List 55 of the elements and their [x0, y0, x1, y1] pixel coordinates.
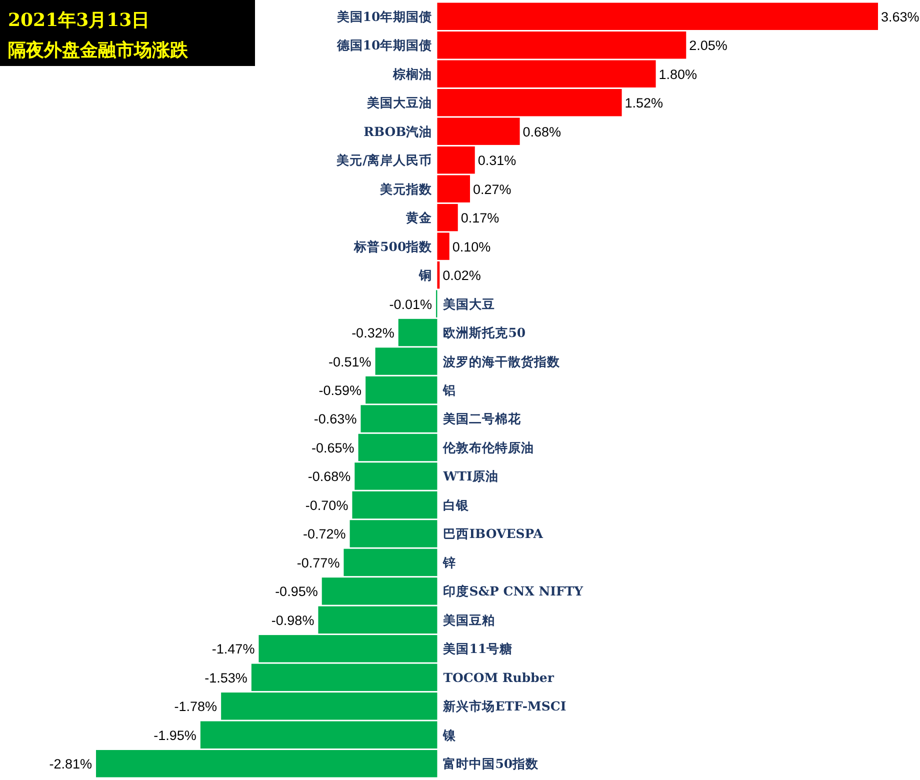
y-tick-label: 欧洲斯托克50 — [443, 325, 526, 340]
data-label: -0.95% — [275, 584, 318, 600]
y-tick-label: RBOB汽油 — [364, 124, 432, 139]
y-tick-label: TOCOM Rubber — [443, 670, 554, 685]
y-tick-label: 白银 — [443, 497, 470, 512]
data-label: -0.77% — [296, 555, 340, 570]
data-label: -0.63% — [314, 412, 357, 427]
y-tick-label: 巴西IBOVESPA — [443, 526, 544, 542]
y-tick-label: 美元/离岸人民币 — [336, 152, 432, 168]
data-label: -0.70% — [305, 498, 348, 513]
y-tick-label: WTI原油 — [442, 468, 498, 484]
y-tick-label: 标普500指数 — [353, 238, 434, 254]
y-tick-label: 美国11号糖 — [442, 641, 513, 656]
data-label: -1.53% — [204, 670, 248, 686]
data-label: 3.63% — [881, 9, 920, 24]
data-label: 0.10% — [452, 239, 491, 254]
data-label: -1.95% — [154, 728, 196, 743]
y-tick-label: 棕榈油 — [392, 66, 432, 82]
data-label: 2.05% — [689, 38, 728, 54]
data-label: 1.80% — [658, 66, 698, 82]
data-label: -0.01% — [389, 296, 432, 312]
y-tick-label: 铝 — [442, 382, 456, 398]
data-label: -0.65% — [312, 440, 354, 456]
y-tick-label: 黄金 — [405, 210, 432, 226]
y-tick-label: 富时中国50指数 — [443, 756, 540, 772]
data-label: -0.72% — [303, 526, 346, 542]
data-label: 1.52% — [624, 96, 664, 111]
y-tick-label: 锌 — [442, 554, 456, 570]
data-label: -0.32% — [352, 326, 394, 341]
data-label: -0.51% — [328, 354, 372, 370]
data-label: -0.98% — [271, 612, 314, 628]
data-label: 0.68% — [522, 124, 562, 140]
y-tick-label: 德国10年期国债 — [336, 38, 432, 53]
data-label: -0.59% — [318, 383, 362, 398]
y-tick-label: 镍 — [442, 727, 458, 742]
title-box: 2021年3月13日 隔夜外盘金融市场涨跌 — [0, 0, 255, 66]
data-label: -1.47% — [212, 642, 255, 657]
y-tick-label: 伦敦布伦特原油 — [442, 440, 534, 455]
data-label: -2.81% — [49, 756, 92, 772]
y-tick-label: 美国大豆 — [442, 296, 496, 312]
data-label: 0.02% — [442, 268, 481, 284]
y-tick-label: 铜 — [418, 268, 432, 283]
y-tick-label: 美国大豆油 — [366, 95, 432, 110]
y-tick-label: 美国二号棉花 — [442, 411, 522, 426]
data-label: 0.27% — [473, 182, 512, 197]
y-tick-label: 美国10年期国债 — [336, 8, 432, 24]
y-tick-label: 美国豆粕 — [442, 612, 496, 628]
data-label: 0.31% — [478, 153, 516, 168]
y-tick-label: 新兴市场ETF-MSCI — [442, 698, 566, 714]
y-tick-label: 印度S&P CNX NIFTY — [443, 584, 584, 599]
data-label: 0.17% — [460, 210, 500, 226]
data-label: -1.78% — [174, 699, 218, 714]
y-tick-label: 波罗的海干散货指数 — [442, 354, 562, 369]
y-tick-label: 美元指数 — [379, 181, 434, 196]
data-label: -0.68% — [308, 469, 351, 484]
